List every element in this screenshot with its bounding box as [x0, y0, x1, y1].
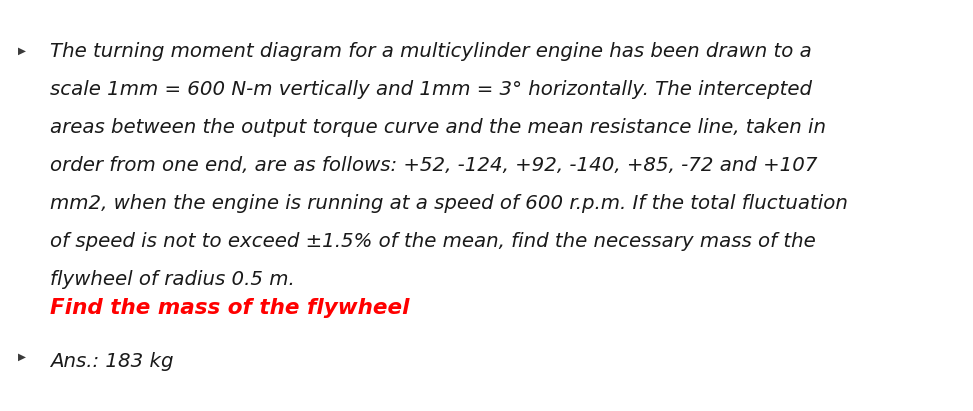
Text: Ans.: 183 kg: Ans.: 183 kg [50, 352, 173, 371]
Text: of speed is not to exceed ±1.5% of the mean, find the necessary mass of the: of speed is not to exceed ±1.5% of the m… [50, 232, 815, 251]
Text: areas between the output torque curve and the mean resistance line, taken in: areas between the output torque curve an… [50, 118, 826, 137]
Text: mm2, when the engine is running at a speed of 600 r.p.m. If the total fluctuatio: mm2, when the engine is running at a spe… [50, 194, 847, 213]
Text: Find the mass of the flywheel: Find the mass of the flywheel [50, 298, 410, 318]
Text: flywheel of radius 0.5 m.: flywheel of radius 0.5 m. [50, 270, 295, 289]
Text: ▶: ▶ [18, 352, 26, 362]
Text: scale 1mm = 600 N-m vertically and 1mm = 3° horizontally. The intercepted: scale 1mm = 600 N-m vertically and 1mm =… [50, 80, 812, 99]
Text: order from one end, are as follows: +52, -124, +92, -140, +85, -72 and +107: order from one end, are as follows: +52,… [50, 156, 817, 175]
Text: ▶: ▶ [18, 46, 26, 56]
Text: The turning moment diagram for a multicylinder engine has been drawn to a: The turning moment diagram for a multicy… [50, 42, 811, 61]
